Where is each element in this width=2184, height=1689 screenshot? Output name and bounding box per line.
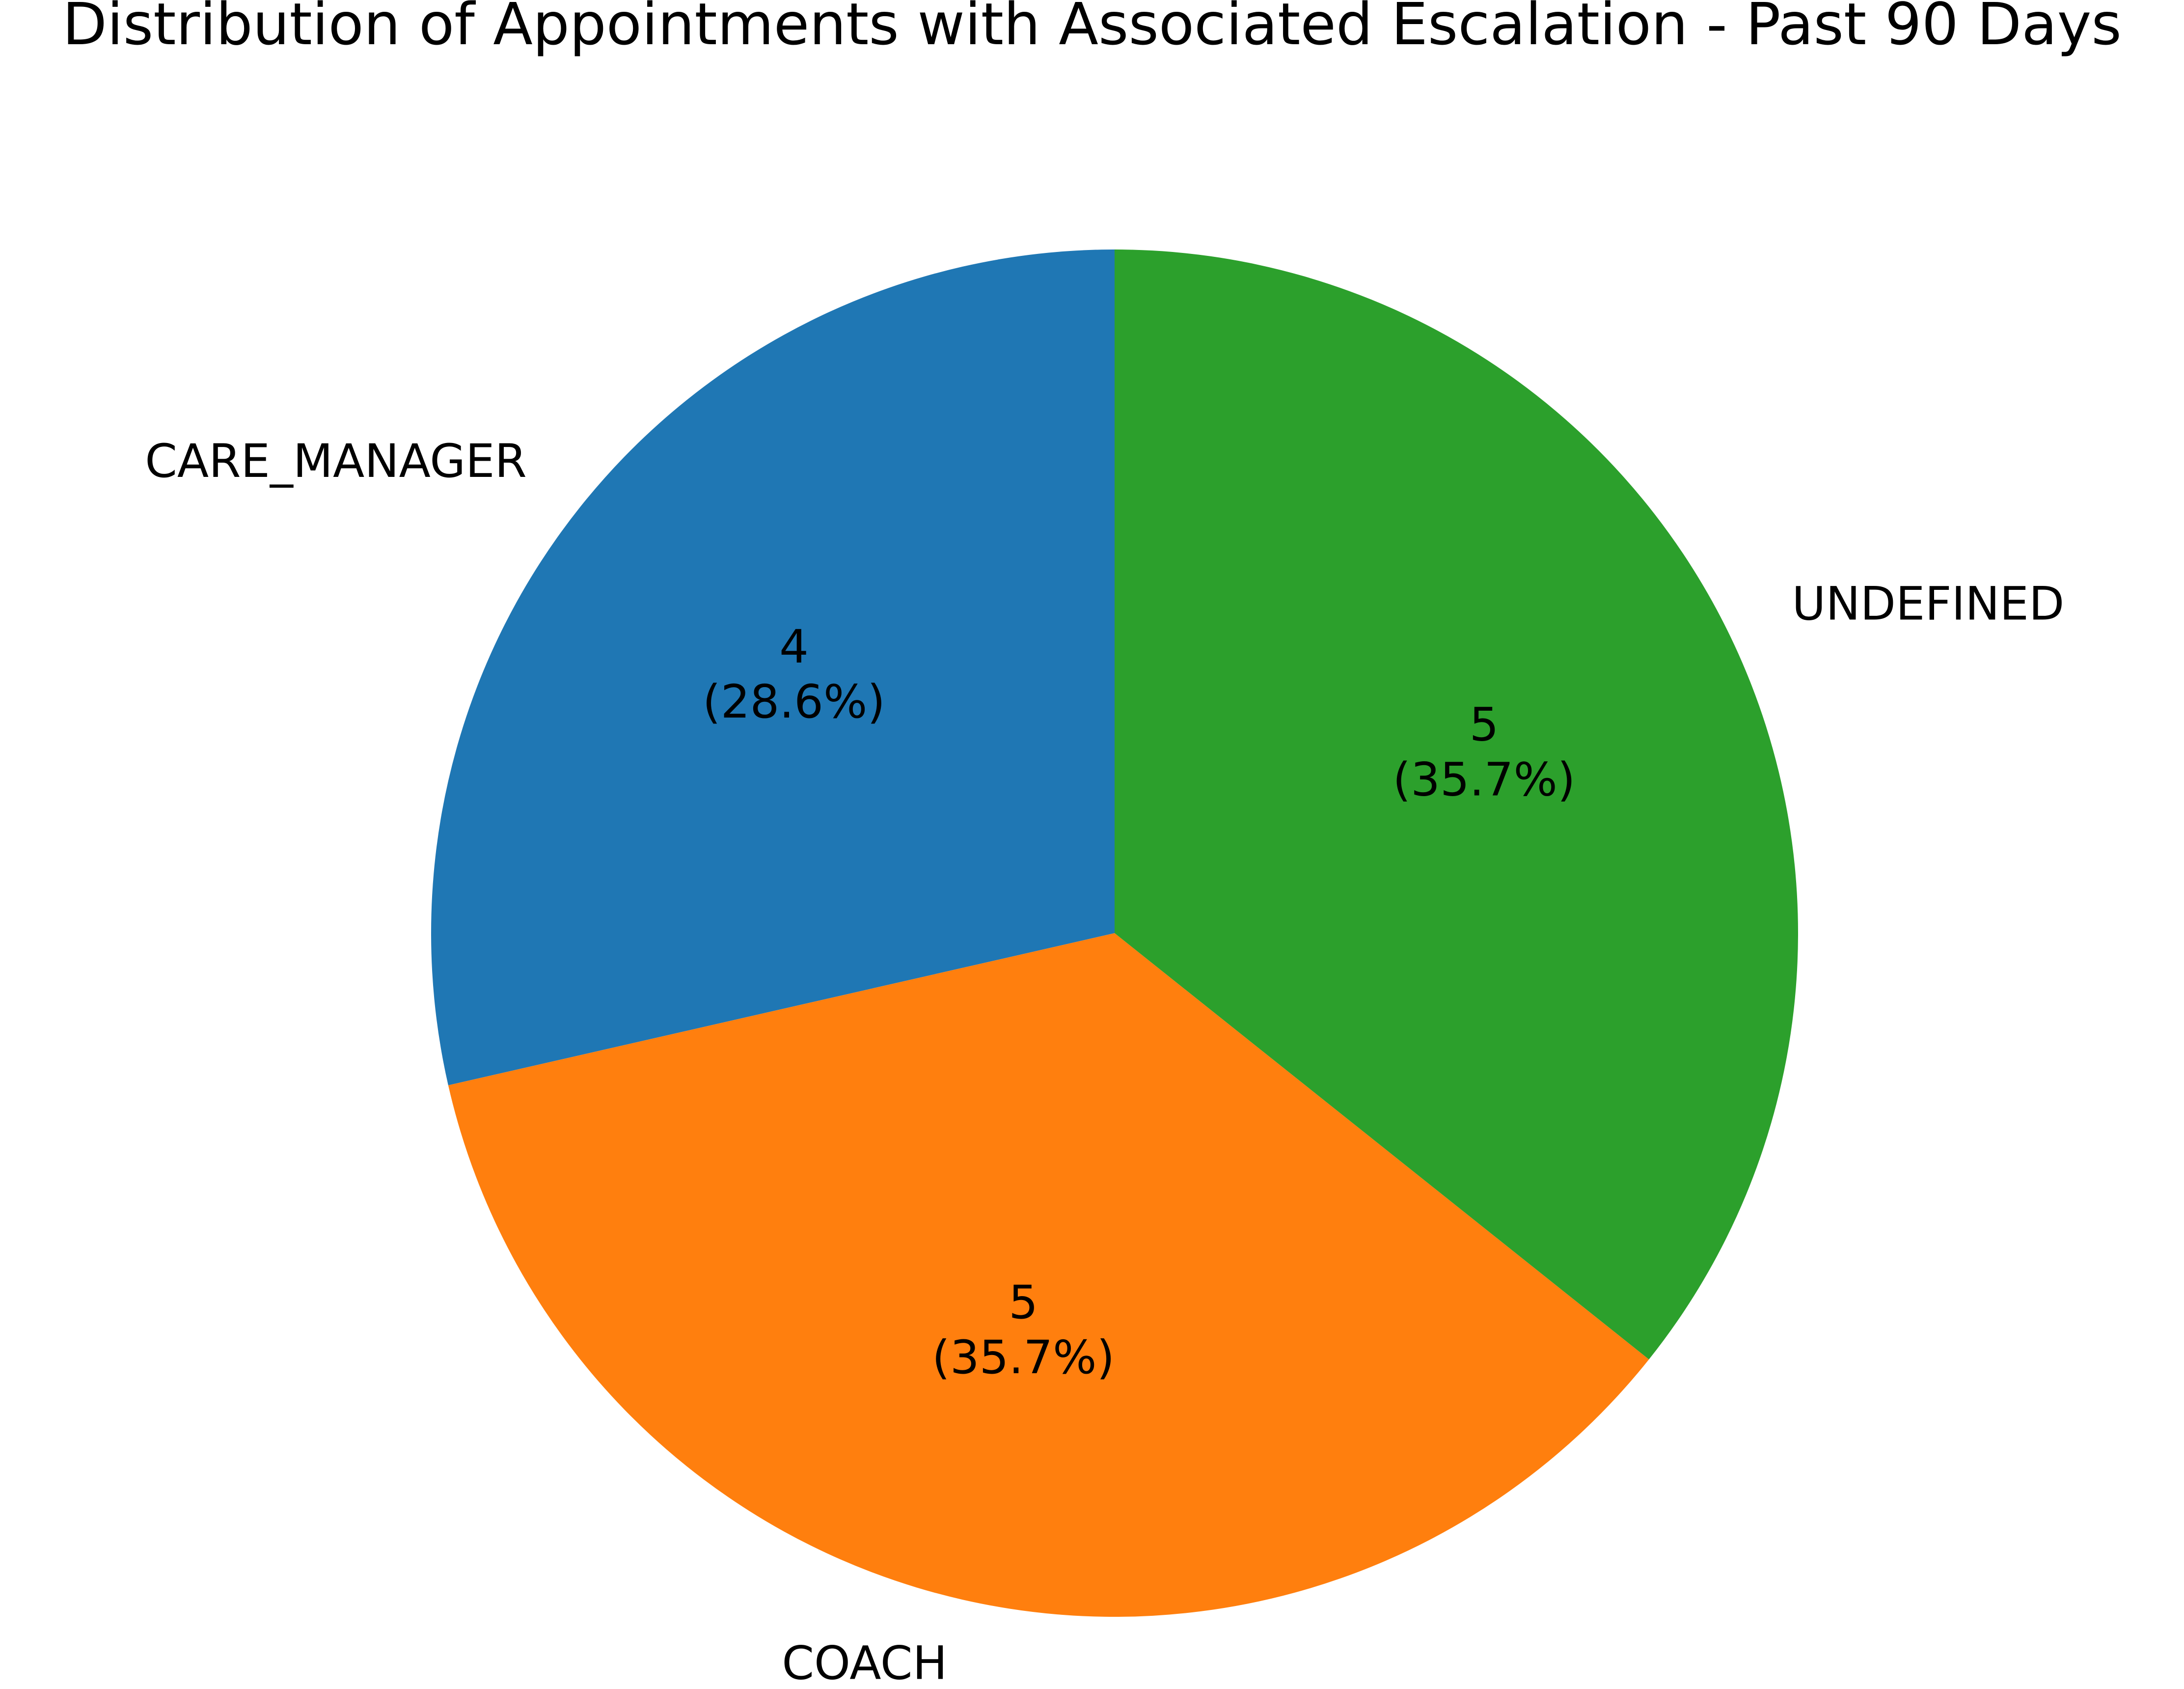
slice-percent-coach: (35.7%): [932, 1331, 1115, 1384]
slice-value-coach: 5: [1009, 1276, 1038, 1329]
pie-labels: CARE_MANAGER4(28.6%)COACH5(35.7%)UNDEFIN…: [145, 435, 2064, 1689]
pie-slice-coach: [448, 933, 1649, 1617]
slice-percent-care-manager: (28.6%): [703, 675, 885, 729]
pie-slice-undefined: [1115, 249, 1799, 1359]
slice-label-coach: COACH: [782, 1637, 947, 1689]
pie-slices: [431, 249, 1799, 1617]
pie-slice-care-manager: [431, 249, 1115, 1085]
slice-label-care-manager: CARE_MANAGER: [145, 435, 527, 488]
slice-label-undefined: UNDEFINED: [1792, 578, 2065, 631]
slice-value-undefined: 5: [1470, 698, 1499, 751]
chart-title: Distribution of Appointments with Associ…: [62, 0, 2122, 58]
slice-value-care-manager: 4: [779, 620, 809, 674]
slice-percent-undefined: (35.7%): [1393, 753, 1576, 806]
